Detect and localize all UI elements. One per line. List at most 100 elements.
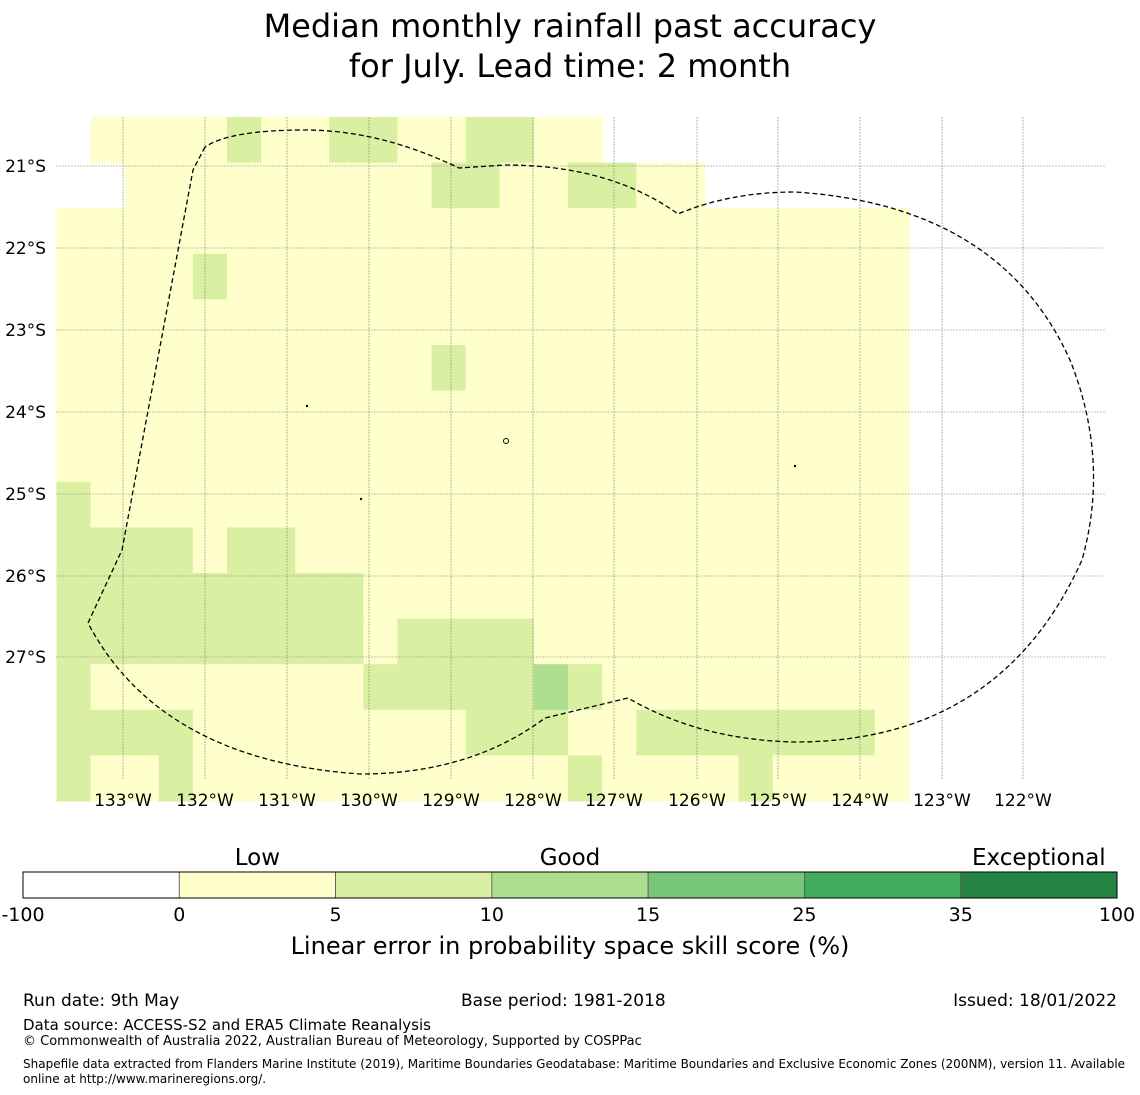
heatmap-cell <box>670 253 705 300</box>
heatmap-cell <box>124 117 160 164</box>
heatmap-cell <box>158 755 194 802</box>
heatmap-cell <box>329 709 364 756</box>
heatmap-cell <box>329 117 364 164</box>
colorbar-label: Linear error in probability space skill … <box>291 932 850 960</box>
heatmap-cell <box>397 162 433 209</box>
heatmap-cell <box>397 573 433 620</box>
heatmap-cell <box>56 253 92 300</box>
heatmap-cell <box>772 299 808 346</box>
heatmap-cell <box>329 755 364 802</box>
heatmap-cell <box>465 253 501 300</box>
heatmap-cell <box>636 527 671 574</box>
heatmap-cell <box>806 390 842 437</box>
heatmap-cell <box>670 436 705 483</box>
x-tick-label: 129°W <box>422 791 480 811</box>
heatmap-cell <box>261 117 296 164</box>
heatmap-cell <box>158 436 194 483</box>
heatmap-cell <box>840 299 876 346</box>
colorbar-tick-label: 25 <box>792 904 816 926</box>
heatmap-cell <box>772 253 808 300</box>
heatmap-cell <box>192 481 228 528</box>
heatmap-cell <box>295 299 330 346</box>
heatmap-cell <box>704 481 740 528</box>
heatmap-cell <box>431 481 467 528</box>
heatmap-cell <box>499 162 535 209</box>
heatmap-cell <box>158 117 194 164</box>
heatmap-cell <box>227 162 262 209</box>
heatmap-cell <box>158 253 194 300</box>
colorbar-swatch <box>804 871 962 899</box>
heatmap-cell <box>90 755 126 802</box>
heatmap-cell <box>295 162 330 209</box>
colorbar-tick-label: -100 <box>1 904 44 926</box>
x-tick-label: 127°W <box>585 791 643 811</box>
heatmap-cell <box>636 390 671 437</box>
heatmap-cell <box>124 208 160 255</box>
heatmap-cell <box>533 162 569 209</box>
heatmap-cell <box>499 253 535 300</box>
eez-boundary <box>87 129 1095 775</box>
heatmap-cell <box>227 299 262 346</box>
heatmap-cell <box>431 345 467 392</box>
heatmap-cell <box>602 208 637 255</box>
heatmap-cell <box>90 208 126 255</box>
heatmap-cell <box>295 253 330 300</box>
heatmap-cell <box>738 755 774 802</box>
heatmap-cell <box>397 117 433 164</box>
heatmap-cell <box>261 755 296 802</box>
heatmap-cell <box>602 527 637 574</box>
issued-date: Issued: 18/01/2022 <box>953 991 1117 1011</box>
heatmap-cell <box>261 208 296 255</box>
heatmap-cell <box>329 299 364 346</box>
heatmap-cell <box>568 573 603 620</box>
heatmap-cell <box>568 345 603 392</box>
heatmap-cell <box>124 390 160 437</box>
heatmap-cell <box>56 664 92 711</box>
heatmap-cell <box>397 481 433 528</box>
heatmap-cell <box>499 527 535 574</box>
heatmap-cell <box>806 299 842 346</box>
heatmap-cell <box>56 709 92 756</box>
heatmap-cell <box>397 436 433 483</box>
heatmap-cell <box>533 299 569 346</box>
heatmap-cell <box>840 253 876 300</box>
heatmap-cell <box>227 755 262 802</box>
heatmap-cell <box>636 573 671 620</box>
colorbar-tick-label: 15 <box>636 904 660 926</box>
heatmap-cell <box>329 573 364 620</box>
heatmap-cell <box>329 253 364 300</box>
heatmap-cell <box>670 390 705 437</box>
heatmap-cell <box>227 664 262 711</box>
heatmap-cell <box>670 345 705 392</box>
heatmap-cell <box>431 253 467 300</box>
heatmap-cell <box>874 299 910 346</box>
heatmap-cell <box>704 664 740 711</box>
heatmap-cell <box>397 755 433 802</box>
heatmap-cell <box>397 527 433 574</box>
heatmap-cell <box>840 345 876 392</box>
heatmap-cell <box>840 390 876 437</box>
heatmap-cell <box>295 755 330 802</box>
heatmap-cell <box>227 573 262 620</box>
heatmap-cell <box>602 253 637 300</box>
heatmap-cell <box>192 208 228 255</box>
heatmap-cell <box>772 755 808 802</box>
heatmap-cell <box>158 345 194 392</box>
heatmap-cell <box>772 709 808 756</box>
heatmap-cell <box>568 664 603 711</box>
x-tick-label: 132°W <box>176 791 234 811</box>
x-tick-label: 123°W <box>913 791 971 811</box>
heatmap-cell <box>670 755 705 802</box>
heatmap-cell <box>533 117 569 164</box>
heatmap-cell <box>670 481 705 528</box>
heatmap-cell <box>227 253 262 300</box>
heatmap-cell <box>806 664 842 711</box>
heatmap-cell <box>295 390 330 437</box>
heatmap-cell <box>738 527 774 574</box>
y-tick-label: 25°S <box>5 485 46 505</box>
heatmap-cell <box>56 481 92 528</box>
heatmap-cell <box>874 208 910 255</box>
heatmap-cell <box>602 162 637 209</box>
heatmap-cell <box>704 299 740 346</box>
x-tick-label: 125°W <box>749 791 807 811</box>
